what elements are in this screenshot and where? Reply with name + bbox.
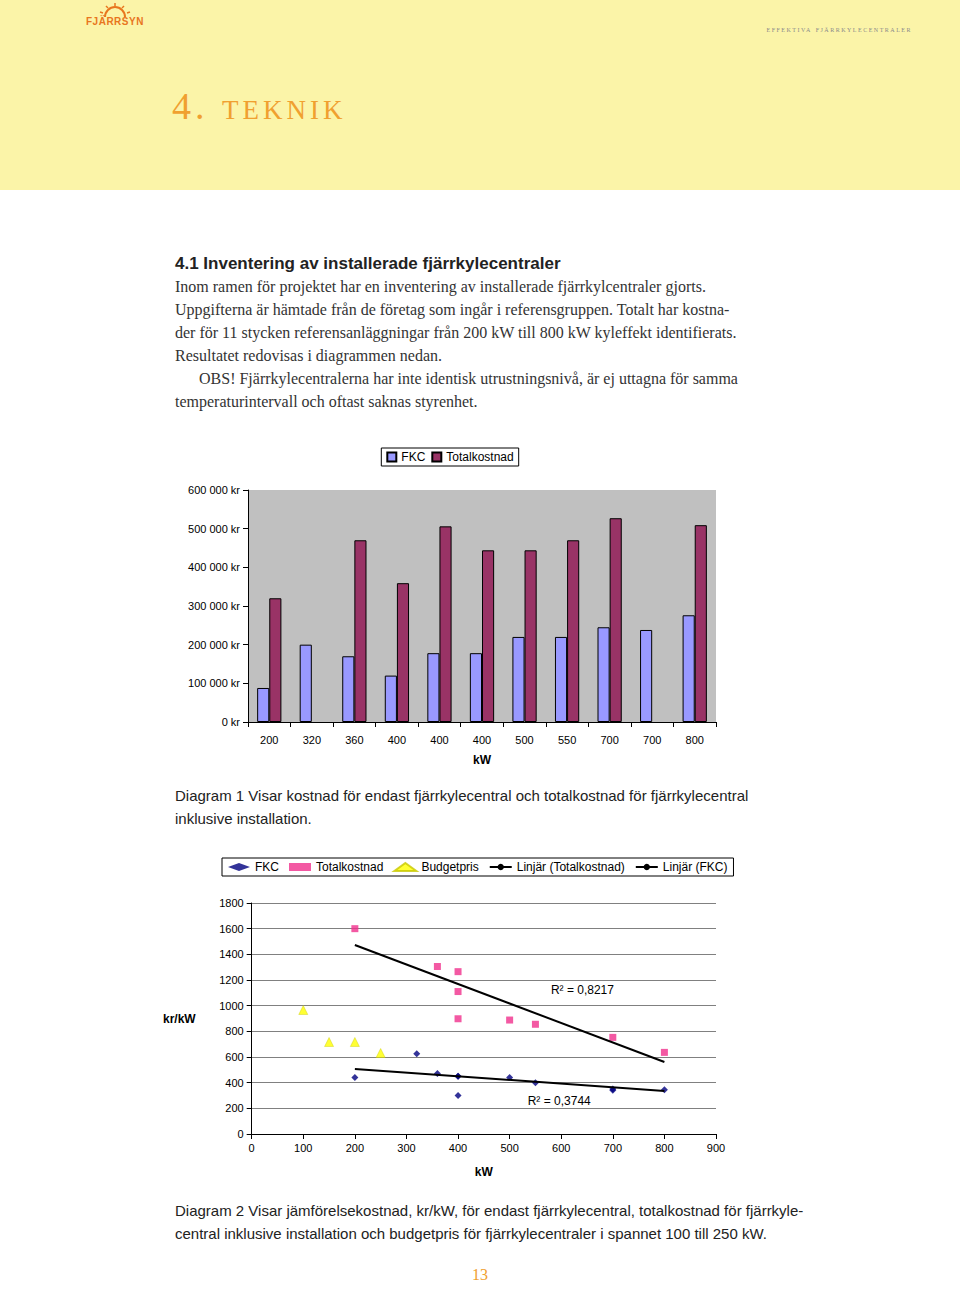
svg-text:550: 550 xyxy=(558,734,576,746)
svg-text:Linjär (FKC): Linjär (FKC) xyxy=(663,860,728,874)
svg-text:Linjär (Totalkostnad): Linjär (Totalkostnad) xyxy=(517,860,625,874)
svg-text:400: 400 xyxy=(388,734,406,746)
html-text:der för 11 stycken referensanl: der för 11 stycken referensanläggningar … xyxy=(175,324,737,341)
svg-text:kr/kW: kr/kW xyxy=(163,1012,196,1026)
svg-text:Budgetpris: Budgetpris xyxy=(421,860,478,874)
html-text:13: 13 xyxy=(472,1266,488,1283)
svg-text:320: 320 xyxy=(303,734,321,746)
svg-text:1800: 1800 xyxy=(219,897,243,909)
svg-text:kW: kW xyxy=(475,1165,494,1179)
svg-text:400: 400 xyxy=(473,734,491,746)
svg-text:0: 0 xyxy=(249,1142,255,1154)
svg-text:800: 800 xyxy=(686,734,704,746)
svg-text:1000: 1000 xyxy=(219,1000,243,1012)
svg-text:1200: 1200 xyxy=(219,974,243,986)
svg-text:Totalkostnad: Totalkostnad xyxy=(446,450,513,464)
html-text:OBS! Fjärrkylecentralerna har: OBS! Fjärrkylecentralerna har inte ident… xyxy=(199,370,738,387)
html-text:Resultatet redovisas i diagram: Resultatet redovisas i diagrammen nedan. xyxy=(175,347,442,364)
svg-text:600: 600 xyxy=(552,1142,570,1154)
svg-text:400: 400 xyxy=(449,1142,467,1154)
html-text:central inklusive installation: central inklusive installation och budge… xyxy=(175,1225,767,1242)
svg-text:kW: kW xyxy=(473,753,492,767)
html-text:FJÄRRSYN: FJÄRRSYN xyxy=(86,16,144,27)
svg-text:300: 300 xyxy=(397,1142,415,1154)
html-text:inklusive installation.: inklusive installation. xyxy=(175,810,312,827)
html-text:Uppgifterna är hämtade från de: Uppgifterna är hämtade från de företag s… xyxy=(175,301,730,318)
svg-text:200: 200 xyxy=(346,1142,364,1154)
svg-text:100: 100 xyxy=(294,1142,312,1154)
html-text:Inom ramen för projektet har e: Inom ramen för projektet har en inventer… xyxy=(175,278,706,295)
svg-text:Totalkostnad: Totalkostnad xyxy=(316,860,383,874)
svg-text:1600: 1600 xyxy=(219,923,243,935)
svg-text:500 000 kr: 500 000 kr xyxy=(188,523,240,535)
svg-text:FKC: FKC xyxy=(401,450,425,464)
svg-text:R² = 0,3744: R² = 0,3744 xyxy=(528,1094,591,1108)
svg-text:400 000 kr: 400 000 kr xyxy=(188,561,240,573)
svg-text:600: 600 xyxy=(225,1051,243,1063)
svg-text:0: 0 xyxy=(238,1128,244,1140)
svg-text:200: 200 xyxy=(225,1102,243,1114)
html-text:temperaturintervall och oftast: temperaturintervall och oftast saknas st… xyxy=(175,393,478,410)
svg-text:400: 400 xyxy=(225,1077,243,1089)
svg-text:900: 900 xyxy=(707,1142,725,1154)
svg-text:700: 700 xyxy=(604,1142,622,1154)
html-text:4. teknik: 4. teknik xyxy=(172,85,347,127)
html-text:4.1 Inventering av installerad: 4.1 Inventering av installerade fjärrkyl… xyxy=(175,254,561,273)
svg-text:200 000 kr: 200 000 kr xyxy=(188,639,240,651)
svg-text:600 000 kr: 600 000 kr xyxy=(188,484,240,496)
svg-text:R² = 0,8217: R² = 0,8217 xyxy=(551,983,614,997)
svg-text:800: 800 xyxy=(655,1142,673,1154)
html-text:Diagram 1 Visar kostnad för en: Diagram 1 Visar kostnad för endast fjärr… xyxy=(175,787,749,804)
svg-text:500: 500 xyxy=(515,734,533,746)
svg-text:200: 200 xyxy=(260,734,278,746)
svg-text:400: 400 xyxy=(430,734,448,746)
svg-text:500: 500 xyxy=(500,1142,518,1154)
svg-text:300 000 kr: 300 000 kr xyxy=(188,600,240,612)
svg-text:700: 700 xyxy=(600,734,618,746)
svg-text:1400: 1400 xyxy=(219,948,243,960)
svg-text:800: 800 xyxy=(225,1025,243,1037)
html-text:effektiva fjärrkylecentraler: effektiva fjärrkylecentraler xyxy=(766,24,912,34)
svg-text:0 kr: 0 kr xyxy=(222,716,241,728)
svg-text:100 000 kr: 100 000 kr xyxy=(188,677,240,689)
svg-text:700: 700 xyxy=(643,734,661,746)
svg-text:FKC: FKC xyxy=(255,860,279,874)
svg-text:360: 360 xyxy=(345,734,363,746)
html-text:Diagram 2 Visar jämförelsekost: Diagram 2 Visar jämförelsekostnad, kr/kW… xyxy=(175,1202,804,1219)
